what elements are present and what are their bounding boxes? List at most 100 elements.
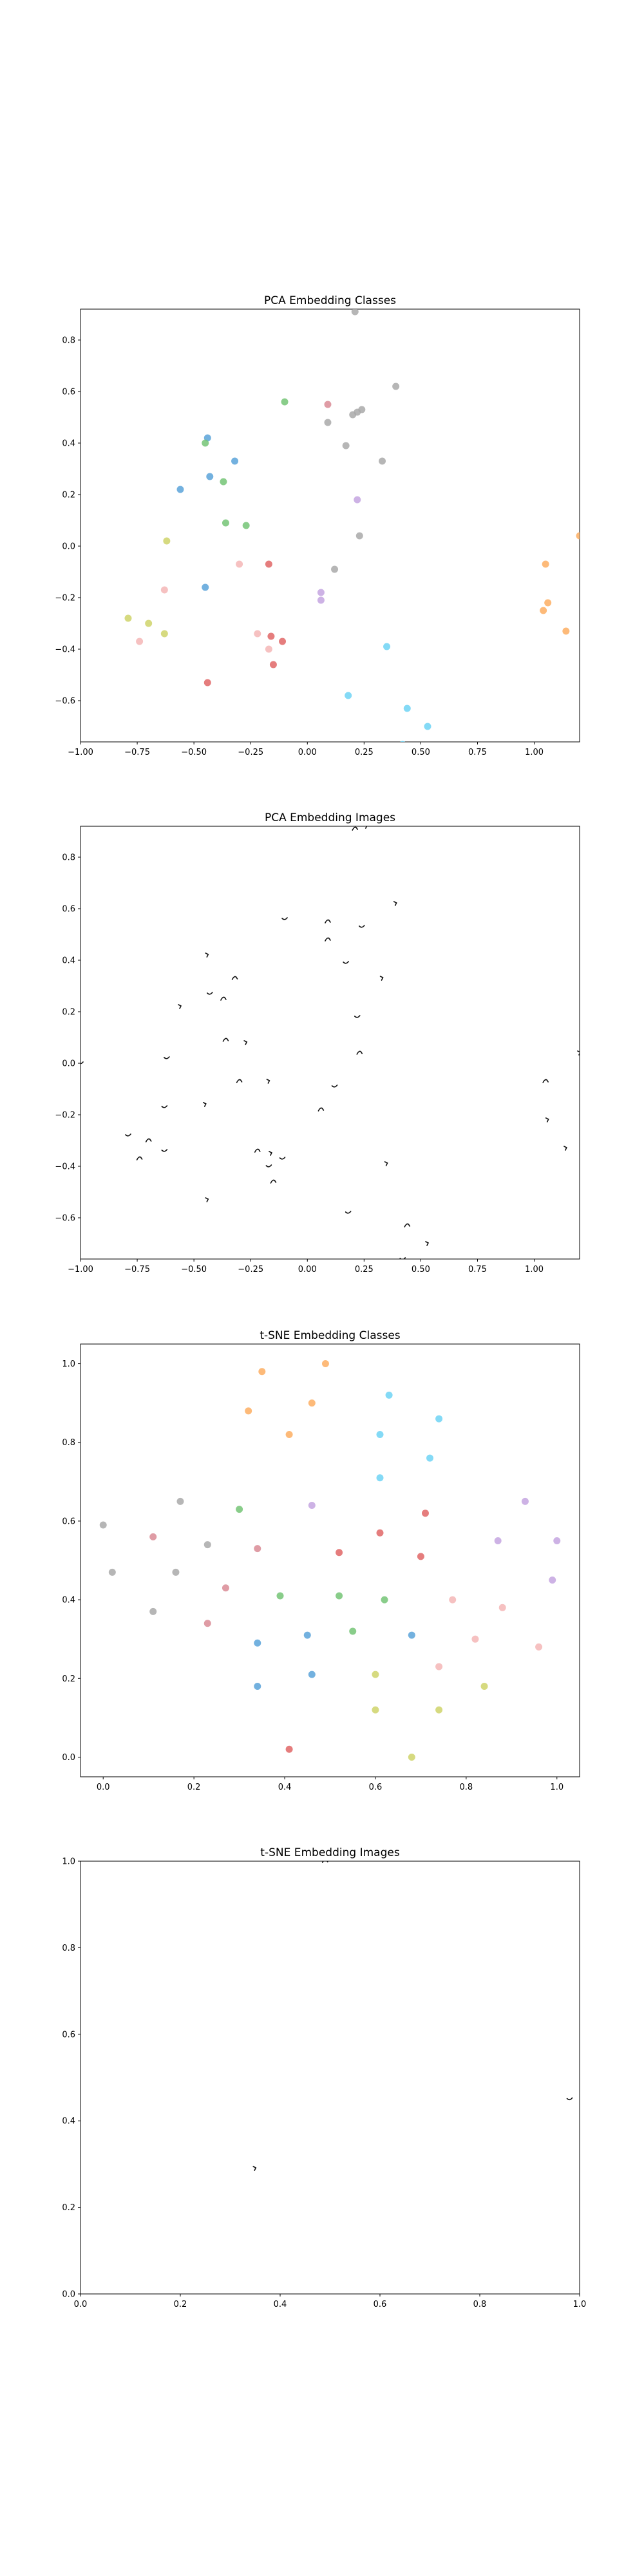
image-thumbnail [145,1138,152,1142]
x-tick-label: 0.6 [374,2300,387,2309]
data-point [342,442,350,450]
x-tick-label: 0.25 [355,748,374,757]
data-point [285,1431,293,1439]
pca-classes-frame [80,308,580,743]
x-tick-label: 0.75 [468,748,487,757]
y-tick-label: −0.2 [55,1111,75,1121]
image-thumbnail [125,1133,131,1137]
y-tick-label: 0.6 [62,2030,75,2040]
data-point [535,1643,543,1651]
y-tick-label: 0.6 [62,905,75,914]
data-point [254,1545,261,1553]
data-point [265,645,272,653]
data-point [349,411,357,419]
data-point [176,486,184,493]
x-tick-label: 1.0 [550,1783,564,1792]
data-point [172,1568,180,1576]
data-point [400,741,406,742]
x-tick-label: 0.0 [74,2300,88,2309]
data-point [417,1553,424,1560]
data-point [403,705,411,712]
data-point [108,1568,116,1576]
image-thumbnail [325,937,331,942]
data-point [426,1454,433,1462]
image-thumbnail [281,917,288,920]
data-point [494,1537,502,1544]
data-point [317,589,325,596]
image-thumbnail [161,1149,168,1152]
data-point [372,1706,379,1714]
image-thumbnail [206,992,213,995]
pca-images-x-ticks: −1.00 −0.75 −0.50 −0.25 0.00 0.25 0.50 0.75 1.00 [68,1259,544,1274]
x-tick-label: 0.25 [355,1265,374,1274]
x-tick-label: 0.4 [278,1783,292,1792]
x-tick-label: 1.0 [573,2300,587,2309]
image-thumbnail [205,1197,209,1202]
y-tick-label: 0.2 [62,1674,75,1684]
data-point [324,401,332,408]
y-tick-label: 0.8 [62,853,75,863]
pca-classes-x-ticks: −1.00 −0.75 −0.50 −0.25 0.00 0.25 0.50 0.75 1.00 [68,742,544,757]
y-tick-label: −0.4 [55,645,75,655]
y-tick-label: 0.6 [62,388,75,397]
pca-images-y-ticks: −0.6 −0.4 −0.2 0.0 0.2 0.4 0.6 0.8 [55,853,80,1224]
x-tick-label: −0.75 [124,1265,150,1274]
tsne-images-y-ticks: 0.0 0.2 0.4 0.6 0.8 1.0 [62,1857,80,2300]
x-tick-label: 0.75 [468,1265,487,1274]
data-point [276,1592,284,1600]
x-tick-label: −0.50 [181,1265,207,1274]
data-point [254,1639,261,1647]
data-point [254,1682,261,1690]
data-point [149,1607,157,1615]
data-point [354,496,361,504]
data-point [308,1501,316,1509]
data-point [220,478,227,486]
pca-classes-panel: PCA Embedding Classes −1.00 −0.75 −0.50 −0.… [55,294,580,757]
y-tick-label: −0.2 [55,594,75,603]
pca-images-frame [80,826,580,1260]
x-tick-label: 0.50 [412,748,430,757]
image-thumbnail [161,1105,168,1108]
data-point [202,439,209,447]
x-tick-label: 0.00 [298,1265,317,1274]
pca-images-title: PCA Embedding Images [265,811,395,824]
image-thumbnail [236,1079,243,1083]
tsne-images-x-ticks: 0.0 0.2 0.4 0.6 0.8 1.0 [74,2294,587,2309]
y-tick-label: 1.0 [62,1359,75,1369]
data-point [345,692,352,699]
data-point [236,1506,243,1513]
data-point [421,1510,429,1517]
data-point [542,560,549,568]
data-point [435,1706,443,1714]
data-point [258,1368,266,1376]
pca-classes-points [124,309,580,742]
y-tick-label: −0.4 [55,1162,75,1172]
y-tick-label: 0.8 [62,1438,75,1448]
x-tick-label: 1.00 [525,748,544,757]
y-tick-label: 0.0 [62,1753,75,1763]
image-thumbnail [269,1151,272,1156]
data-point [145,620,153,627]
data-point [204,679,211,687]
image-thumbnail [270,1179,277,1184]
data-point [480,1682,488,1690]
data-point [471,1635,479,1643]
data-point [281,398,289,406]
x-tick-label: −0.25 [238,1265,263,1274]
y-tick-label: 0.4 [62,439,75,449]
pca-classes-title: PCA Embedding Classes [264,294,396,307]
data-point [435,1415,443,1423]
data-point [245,1407,252,1415]
data-point [303,1631,311,1639]
image-thumbnail [205,952,209,958]
image-thumbnail [577,1050,580,1056]
image-thumbnail [331,1084,338,1088]
data-point [449,1596,457,1604]
data-point [160,630,168,638]
x-tick-label: −0.50 [181,748,207,757]
data-point [383,643,391,650]
data-point [349,1627,357,1635]
data-point [324,419,332,426]
x-tick-label: 0.8 [460,1783,473,1792]
